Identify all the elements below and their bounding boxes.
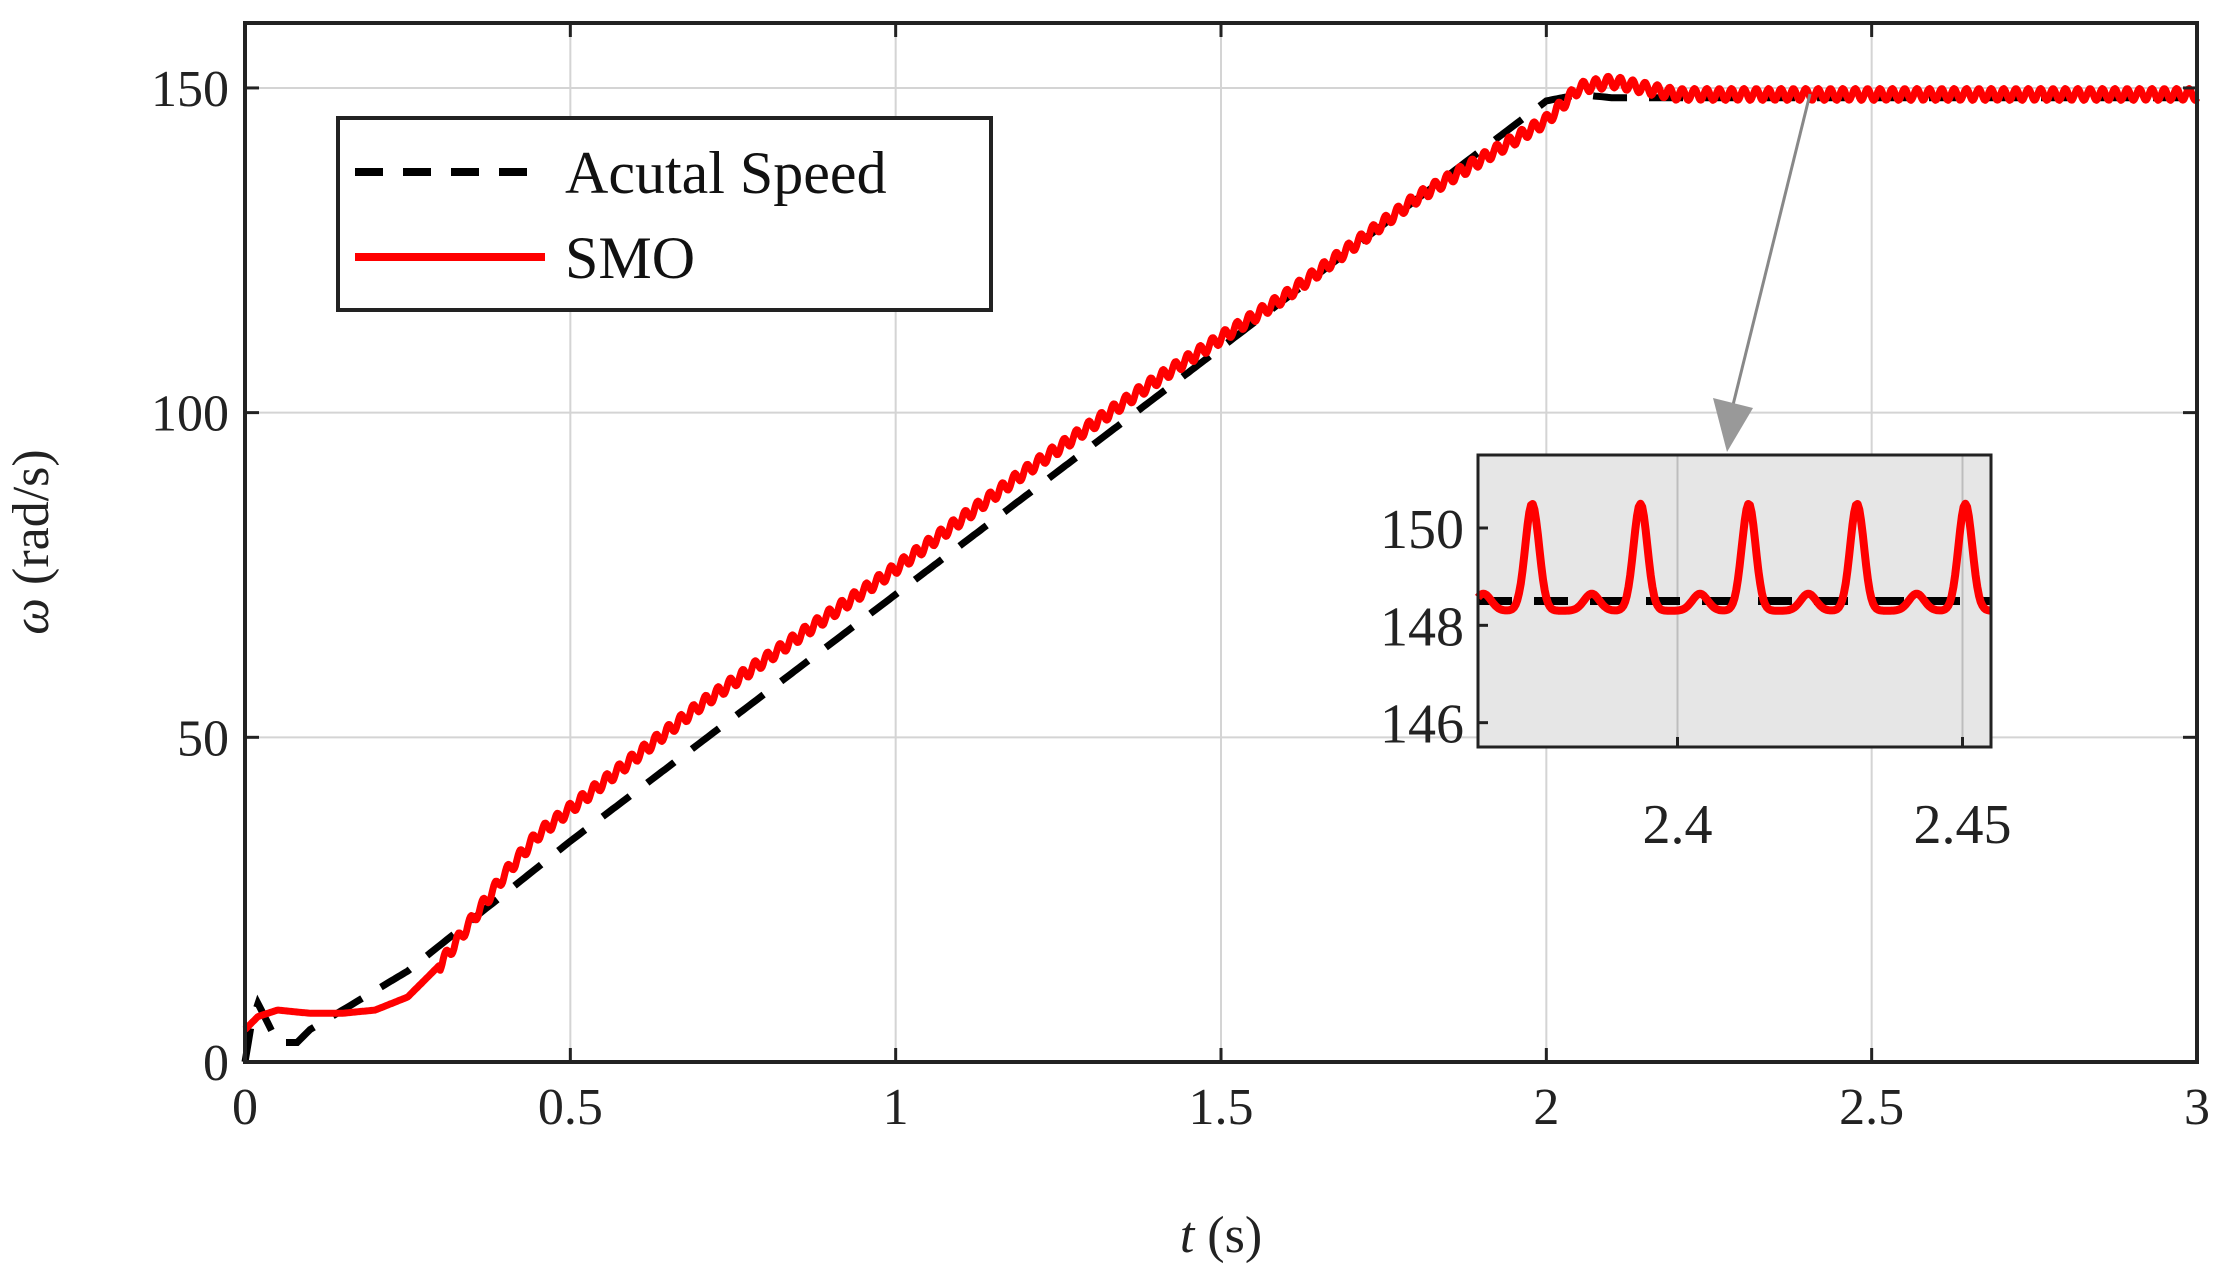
series-layer xyxy=(241,72,2201,1063)
zoom-inset: 2.4 2.45 146 148 150 xyxy=(1380,453,2012,856)
y-tick-label: 0 xyxy=(203,1035,229,1092)
y-tick-label: 150 xyxy=(151,61,229,118)
x-tick-label: 0 xyxy=(232,1079,258,1136)
inset-smo-line xyxy=(1475,499,1994,615)
y-axis-label: ω (rad/s) xyxy=(3,449,60,634)
x-tick-label: 2 xyxy=(1533,1079,1559,1136)
y-tick-label: 100 xyxy=(151,386,229,443)
x-tick-label: 0.5 xyxy=(538,1079,603,1136)
inset-x-tick-label: 2.45 xyxy=(1914,794,2012,856)
callout-line xyxy=(1731,93,1812,406)
axis-ticks: 0 0.5 1 1.5 2 2.5 3 0 50 100 150 xyxy=(151,23,2210,1136)
y-tick-label: 50 xyxy=(177,710,229,767)
inset-series xyxy=(1475,499,1994,615)
x-tick-label: 1 xyxy=(883,1079,909,1136)
inset-y-tick-label: 146 xyxy=(1380,694,1464,756)
zoom-callout-arrow xyxy=(1713,93,1812,452)
legend-label-smo: SMO xyxy=(565,225,695,291)
inset-x-tick-label: 2.4 xyxy=(1643,794,1713,856)
x-tick-label: 2.5 xyxy=(1839,1079,1904,1136)
series-actual-speed-line xyxy=(241,90,2197,1063)
inset-y-tick-label: 148 xyxy=(1380,596,1464,658)
y-axis-variable: ω xyxy=(3,598,60,635)
x-tick-label: 1.5 xyxy=(1189,1079,1254,1136)
inset-y-tick-label: 150 xyxy=(1380,499,1464,561)
x-tick-label: 3 xyxy=(2184,1079,2210,1136)
x-axis-unit: (s) xyxy=(1194,1207,1262,1264)
y-axis-unit: (rad/s) xyxy=(3,449,60,598)
legend-label-actual-speed: Acutal Speed xyxy=(565,140,887,206)
inset-frame xyxy=(1476,453,1993,749)
x-axis-label: t (s) xyxy=(1180,1207,1262,1264)
legend-box xyxy=(336,116,993,312)
series-smo-line xyxy=(242,72,2201,1033)
x-axis-variable: t xyxy=(1180,1207,1196,1264)
callout-arrowhead xyxy=(1713,398,1753,452)
inset-ticks: 2.4 2.45 146 148 150 xyxy=(1380,499,2012,856)
legend: Acutal Speed SMO xyxy=(336,116,993,312)
